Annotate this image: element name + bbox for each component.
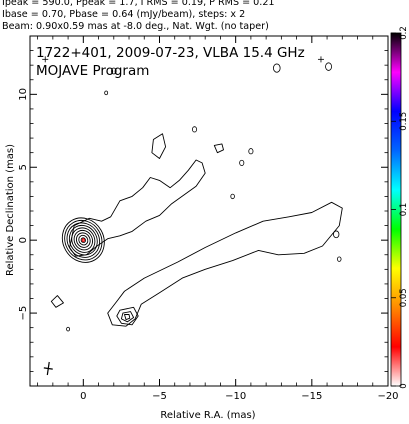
noise-contour [66, 326, 71, 332]
y-tick-label: 0 [18, 237, 29, 243]
noise-contour [191, 126, 198, 133]
header-line-3: Beam: 0.90x0.59 mas at -8.0 deg., Nat. W… [2, 21, 269, 32]
core-contour [61, 217, 105, 263]
chart-title: 1722+401, 2009-07-23, VLBA 15.4 GHz [36, 45, 305, 61]
axis-ticks: 0 −5 −10 −15 −20 −5 0 5 10 [18, 35, 399, 402]
contour-jet-upper-ridge [69, 159, 206, 257]
beam-minor-axis [43, 367, 53, 370]
y-axis-label: Relative Declination (mas) [5, 144, 16, 276]
chart-subtitle: MOJAVE Program [36, 63, 149, 79]
contour-blob-upper-left [151, 133, 167, 159]
noise-contour [325, 62, 333, 71]
noise-contour [104, 90, 109, 96]
colorbar-ticks: 0 0.05 0.1 0.15 0.2 [391, 26, 409, 389]
contour-jet-lower-ridge [107, 201, 343, 327]
contour-blob-mid [213, 143, 224, 154]
y-tick-label: 5 [18, 164, 29, 170]
header-line-2: Ibase = 0.70, Pbase = 0.64 (mJy/beam), s… [2, 9, 246, 20]
plot-frame [29, 35, 389, 387]
x-axis-label: Relative R.A. (mas) [160, 410, 255, 421]
x-tick-label: −15 [301, 391, 322, 402]
header-line-1: Ipeak = 590.0, Ppeak = 1.7, I RMS = 0.19… [2, 0, 275, 8]
contour-layer [42, 56, 343, 376]
core-contour [73, 229, 93, 251]
core-contour [71, 227, 96, 253]
colorbar-tick-label: 0.15 [399, 112, 409, 131]
noise-contour [248, 148, 254, 155]
noise-contour [333, 230, 340, 239]
core-contour [64, 219, 103, 261]
noise-contour [110, 67, 117, 75]
core-peak [81, 238, 85, 243]
contour-blob-near-core-south [50, 295, 64, 308]
noise-contour [239, 159, 245, 166]
colorbar-tick-label: 0.2 [399, 26, 409, 40]
colorbar-tick-label: 0 [399, 383, 409, 388]
x-tick-label: −20 [377, 391, 398, 402]
contour-component-south-core [124, 314, 131, 321]
core-contour [80, 237, 86, 243]
colorbar-tick-label: 0.05 [399, 288, 409, 307]
core-contour [75, 232, 91, 248]
core-contour [68, 224, 98, 256]
noise-contour [230, 193, 235, 200]
x-tick-label: −5 [152, 391, 167, 402]
noise-contour [337, 256, 342, 262]
noise-contour [273, 63, 281, 73]
colorbar-tick-label: 0.1 [399, 203, 409, 217]
x-tick-label: −10 [225, 391, 246, 402]
contour-component-south [116, 306, 139, 326]
y-tick-label: 10 [18, 88, 29, 101]
contour-component-south-inner [120, 311, 135, 323]
x-tick-label: 0 [80, 391, 86, 402]
core-contour [78, 234, 89, 246]
y-tick-label: −5 [18, 306, 29, 321]
